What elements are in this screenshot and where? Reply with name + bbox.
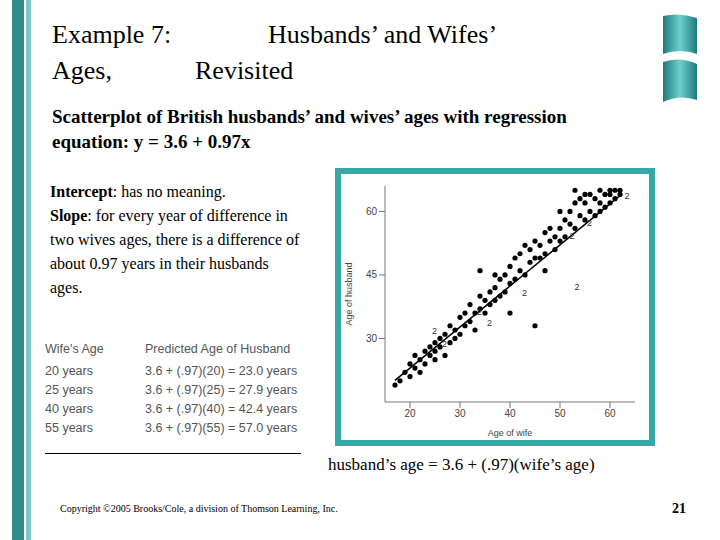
html-text:Revisited: Revisited: [195, 56, 294, 85]
svg-text:30: 30: [454, 408, 466, 419]
svg-text:2: 2: [442, 339, 447, 349]
svg-text:2: 2: [477, 307, 482, 317]
html-text:Intercept: has no meaning.: Intercept: has no meaning.: [50, 183, 226, 200]
svg-text:2: 2: [432, 326, 437, 336]
svg-text:30: 30: [366, 333, 378, 344]
html-text:3.6 + (.97)(25) = 27.9 years: 3.6 + (.97)(25) = 27.9 years: [145, 383, 298, 397]
svg-text:20: 20: [404, 408, 416, 419]
html-text:Scatterplot of British husband: Scatterplot of British husbands’ and wiv…: [52, 106, 567, 152]
html-text:Slope: for every year of diffe: Slope: for every year of difference in t…: [50, 207, 300, 296]
html-text:Predicted Age of Husband: Predicted Age of Husband: [145, 342, 291, 356]
svg-text:50: 50: [554, 408, 566, 419]
html-text:husband’s age = 3.6 + (.97)(wi: husband’s age = 3.6 + (.97)(wife’s age): [328, 455, 595, 474]
svg-text:2: 2: [487, 318, 492, 328]
svg-text:Age of wife: Age of wife: [488, 428, 533, 438]
html-text:3.6 + (.97)(40) = 42.4 years: 3.6 + (.97)(40) = 42.4 years: [145, 402, 298, 416]
html-text:Copyright ©2005 Brooks/Cole, a: Copyright ©2005 Brooks/Cole, a division …: [60, 503, 338, 514]
svg-text:60: 60: [366, 206, 378, 217]
html-text:Ages,: Ages,: [52, 56, 112, 85]
html-text:3.6 + (.97)(55) = 57.0 years: 3.6 + (.97)(55) = 57.0 years: [145, 421, 298, 435]
html-text:40 years: 40 years: [45, 402, 93, 416]
html-text:3.6 + (.97)(20) = 23.0 years: 3.6 + (.97)(20) = 23.0 years: [145, 364, 298, 378]
svg-text:2: 2: [570, 231, 575, 241]
svg-text:2: 2: [625, 191, 630, 201]
svg-text:45: 45: [366, 269, 378, 280]
svg-text:2: 2: [575, 282, 580, 292]
html-text:Husbands’ and Wifes’: Husbands’ and Wifes’: [268, 20, 498, 49]
svg-text:40: 40: [504, 408, 516, 419]
html-text:21: 21: [672, 501, 686, 516]
html-text:20 years: 20 years: [45, 364, 93, 378]
html-text:Wife's Age: Wife's Age: [45, 342, 104, 356]
svg-text:60: 60: [604, 408, 616, 419]
html-text:25 years: 25 years: [45, 383, 93, 397]
html-text:Example 7:: Example 7:: [52, 20, 172, 49]
svg-text:2: 2: [522, 288, 527, 298]
svg-text:2: 2: [587, 218, 592, 228]
html-text:55 years: 55 years: [45, 421, 93, 435]
svg-text:Age of husband: Age of husband: [344, 262, 354, 325]
